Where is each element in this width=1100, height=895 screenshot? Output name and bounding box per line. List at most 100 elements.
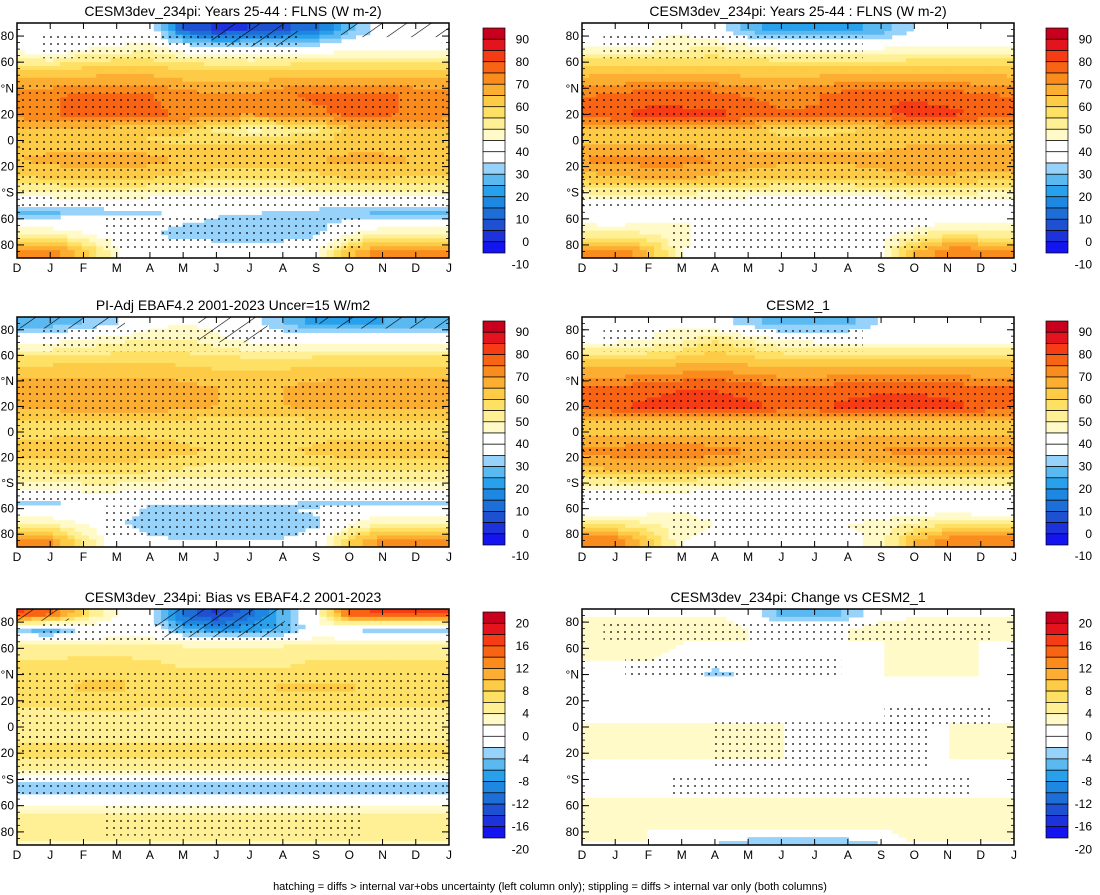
heatmap-cell: [74, 77, 83, 83]
heatmap-cell: [654, 66, 662, 71]
heatmap-cell: [862, 58, 871, 63]
heatmap-cell: [60, 242, 68, 247]
heatmap-cell: [391, 54, 400, 59]
heatmap-cell: [956, 50, 965, 55]
heatmap-cell: [790, 81, 799, 87]
heatmap-cell: [805, 66, 813, 71]
heatmap-cell: [891, 23, 900, 28]
heatmap-cell: [427, 238, 436, 243]
x-tick-label: A: [146, 261, 154, 275]
heatmap-cell: [690, 58, 698, 63]
heatmap-cell: [740, 77, 749, 83]
heatmap-cell: [834, 70, 842, 75]
heatmap-cell: [646, 62, 655, 67]
heatmap-cell: [182, 81, 191, 87]
heatmap-cell: [326, 38, 335, 44]
heatmap-cell: [333, 254, 342, 258]
heatmap-cell: [682, 81, 691, 87]
heatmap-cell: [733, 62, 741, 67]
heatmap-cell: [862, 66, 871, 71]
heatmap-cell: [589, 77, 597, 83]
heatmap-cell: [24, 81, 32, 87]
heatmap-cell: [862, 73, 871, 79]
heatmap-cell: [1006, 58, 1014, 63]
heatmap-cell: [798, 81, 806, 87]
heatmap-cell: [153, 62, 162, 67]
heatmap-cell: [812, 62, 821, 67]
heatmap-cell: [812, 58, 821, 63]
heatmap-cell: [920, 66, 929, 71]
heatmap-cell: [362, 50, 371, 55]
heatmap-cell: [60, 73, 68, 79]
heatmap-cell: [384, 73, 392, 79]
heatmap-cell: [398, 234, 407, 240]
heatmap-cell: [870, 70, 878, 75]
heatmap-cell: [405, 66, 414, 71]
heatmap-cell: [906, 77, 914, 83]
heatmap-cell: [305, 77, 313, 83]
heatmap-cell: [297, 26, 306, 32]
heatmap-cell: [1006, 77, 1014, 83]
heatmap-cell: [312, 42, 320, 48]
heatmap-cell: [711, 77, 720, 83]
heatmap-cell: [726, 81, 734, 87]
heatmap-cell: [132, 62, 140, 67]
heatmap-cell: [269, 73, 277, 79]
heatmap-cell: [269, 62, 277, 67]
heatmap-cell: [898, 46, 907, 52]
heatmap-cell: [841, 66, 849, 71]
heatmap-cell: [740, 26, 749, 32]
heatmap-cell: [740, 58, 749, 63]
heatmap-cell: [305, 62, 313, 67]
heatmap-cell: [362, 246, 371, 251]
heatmap-cell: [125, 62, 133, 67]
heatmap-cell: [884, 34, 893, 40]
heatmap-cell: [632, 70, 641, 75]
heatmap-cell: [305, 30, 313, 36]
heatmap-cell: [848, 73, 857, 79]
heatmap-cell: [740, 70, 749, 75]
heatmap-cell: [927, 81, 936, 87]
heatmap-cell: [870, 26, 878, 32]
heatmap-cell: [326, 81, 335, 87]
heatmap-cell: [38, 242, 47, 247]
heatmap-cell: [89, 250, 97, 255]
heatmap-cell: [204, 77, 212, 83]
heatmap-cell: [103, 77, 112, 83]
heatmap-cell: [884, 70, 893, 75]
heatmap-cell: [377, 66, 385, 71]
heatmap-cell: [891, 66, 900, 71]
heatmap-cell: [31, 238, 40, 243]
heatmap-cell: [420, 226, 428, 232]
y-tick-label: °N: [1, 81, 14, 95]
heatmap-cell: [625, 77, 633, 83]
heatmap-cell: [89, 62, 97, 67]
heatmap-cell: [24, 70, 32, 75]
heatmap-cell: [17, 234, 25, 240]
heatmap-cell: [254, 77, 263, 83]
heatmap-cell: [420, 250, 428, 255]
heatmap-cell: [31, 211, 40, 216]
heatmap-cell: [812, 73, 821, 79]
heatmap-cell: [182, 70, 191, 75]
heatmap-cell: [333, 250, 342, 255]
heatmap-cell: [377, 54, 385, 59]
heatmap-cell: [963, 58, 972, 63]
heatmap-cell: [312, 30, 320, 36]
heatmap-cell: [89, 77, 97, 83]
heatmap-cell: [117, 73, 126, 79]
heatmap-cell: [427, 250, 436, 255]
heatmap-cell: [769, 73, 777, 79]
heatmap-cell: [117, 66, 126, 71]
heatmap-cell: [855, 23, 864, 28]
heatmap-cell: [582, 77, 590, 83]
heatmap-cell: [884, 66, 893, 71]
heatmap-cell: [769, 70, 777, 75]
heatmap-cell: [934, 58, 943, 63]
heatmap-cell: [855, 73, 864, 79]
heatmap-cell: [53, 62, 61, 67]
heatmap-cell: [711, 73, 720, 79]
heatmap-cell: [682, 66, 691, 71]
heatmap-cell: [297, 34, 306, 40]
heatmap-cell: [906, 66, 914, 71]
